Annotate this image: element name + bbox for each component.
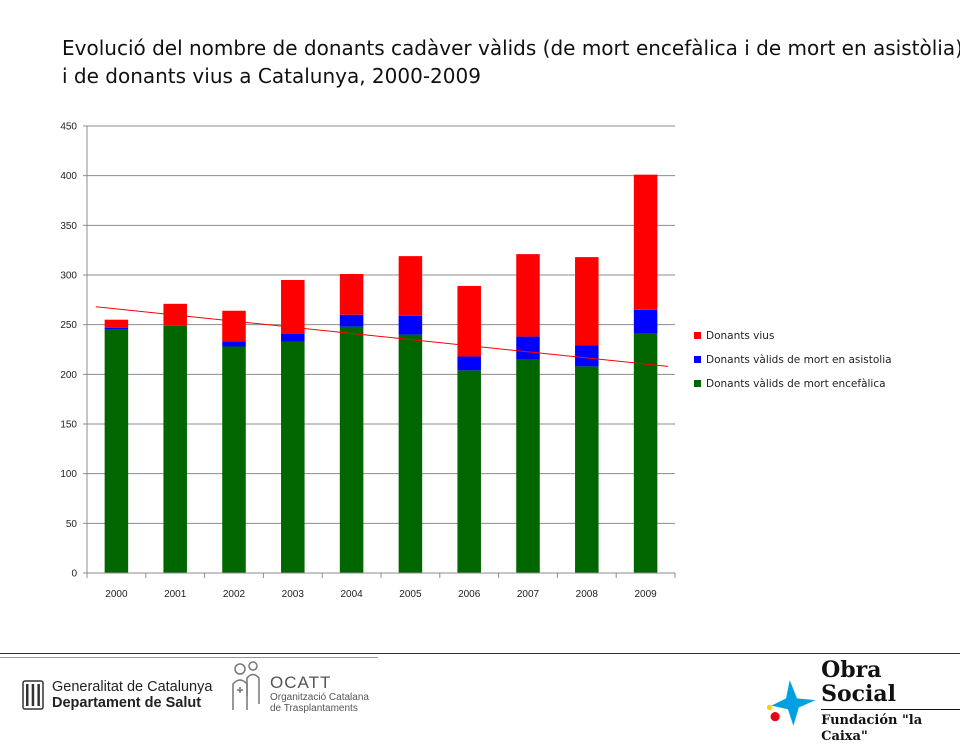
y-tick-label: 300 (60, 271, 77, 282)
bar-vius-2004 (339, 274, 364, 315)
bar-vius-2008 (575, 257, 599, 346)
chart-title-line1: Evolució del nombre de donants cadàver v… (62, 36, 960, 60)
legend-label: Donants vàlids de mort en asistolia (706, 354, 892, 366)
x-tick-label: 2007 (517, 589, 540, 600)
bar-vius-2003 (281, 279, 305, 334)
bar-encefalica-2002 (222, 346, 246, 573)
y-axis-ticks: 0 50 100 150 200 250 300 350 400 450 (60, 122, 87, 580)
bar-vius-2007 (516, 254, 540, 337)
bar-vius-2006 (457, 285, 481, 357)
y-tick-label: 450 (60, 122, 77, 133)
bar-asistolia-2004 (339, 314, 364, 327)
bar-asistolia-2006 (457, 356, 481, 371)
la-caixa-star-icon (766, 679, 816, 726)
y-tick-label: 250 (60, 320, 77, 331)
x-tick-label: 2006 (458, 589, 481, 600)
footer-divider-short (0, 657, 378, 658)
ocatt-line1: Organització Catalana (270, 692, 369, 703)
x-tick-label: 2002 (223, 589, 246, 600)
ocatt-line2: de Trasplantaments (270, 703, 358, 714)
bar-asistolia-2008 (575, 345, 599, 367)
footer-divider (0, 653, 960, 654)
bar-asistolia-2003 (281, 333, 305, 342)
x-tick-label: 2003 (282, 589, 305, 600)
bar-asistolia-2007 (516, 336, 540, 360)
obra-social-logo: Obra Social Fundación "la Caixa" (766, 658, 960, 745)
x-tick-label: 2001 (164, 589, 187, 600)
ocatt-figures-icon (232, 661, 260, 710)
legend-swatch (694, 356, 701, 363)
chart-title: Evolució del nombre de donants cadàver v… (62, 34, 960, 90)
y-tick-label: 400 (60, 171, 77, 182)
bar-vius-2005 (398, 256, 423, 316)
legend: Donants vius Donants vàlids de mort en as… (694, 330, 892, 390)
bar-encefalica-2009 (633, 333, 658, 573)
y-tick-label: 50 (66, 519, 78, 530)
bar-vius-2000 (104, 319, 129, 328)
ocatt-name: OCATT (270, 673, 332, 692)
obra-social-line1: Obra Social (821, 657, 897, 707)
legend-swatch (694, 332, 701, 339)
bar-encefalica-2007 (516, 359, 540, 573)
bar-encefalica-2008 (575, 366, 599, 573)
bar-asistolia-2009 (633, 309, 658, 334)
y-tick-label: 150 (60, 420, 77, 431)
bar-encefalica-2001 (163, 325, 187, 573)
bar-asistolia-2000 (104, 327, 129, 330)
bar-asistolia-2005 (398, 315, 423, 335)
x-tick-label: 2008 (576, 589, 599, 600)
bars (104, 174, 658, 573)
bar-encefalica-2000 (104, 329, 129, 573)
chart-title-line2: i de donants vius a Catalunya, 2000-2009 (62, 64, 481, 88)
gencat-line1: Generalitat de Catalunya (52, 679, 213, 695)
bar-encefalica-2005 (398, 334, 423, 573)
x-tick-label: 2000 (105, 589, 128, 600)
trendline (95, 306, 668, 367)
gencat-line2: Departament de Salut (52, 695, 202, 711)
stacked-bar-chart: 0 50 100 150 200 250 300 350 400 450 2000 2001 2002… (60, 122, 892, 601)
y-tick-label: 100 (60, 469, 77, 480)
generalitat-logo: Generalitat de Catalunya Departament de … (22, 678, 212, 712)
legend-swatch (694, 380, 701, 387)
bar-encefalica-2004 (339, 326, 364, 573)
catalan-flag-icon (22, 680, 44, 710)
bar-asistolia-2002 (222, 341, 246, 347)
bar-vius-2009 (633, 174, 658, 310)
x-tick-label: 2004 (340, 589, 363, 600)
bar-encefalica-2006 (457, 370, 481, 573)
y-tick-label: 0 (71, 569, 77, 580)
y-tick-label: 200 (60, 370, 77, 381)
x-tick-label: 2009 (634, 589, 657, 600)
bar-vius-2002 (222, 310, 246, 342)
trendline-group (95, 306, 668, 367)
legend-label: Donants vàlids de mort encefàlica (706, 378, 886, 390)
x-tick-label: 2005 (399, 589, 422, 600)
obra-social-line2: Fundación "la Caixa" (821, 709, 960, 745)
x-axis-ticks: 2000 2001 2002 2003 2004 2005 2006 2007 2008 2009 (86, 573, 676, 600)
y-tick-label: 350 (60, 221, 77, 232)
bar-encefalica-2003 (281, 341, 305, 573)
ocatt-logo: OCATT Organització Catalana de Trasplant… (228, 660, 369, 714)
legend-label: Donants vius (706, 330, 774, 342)
